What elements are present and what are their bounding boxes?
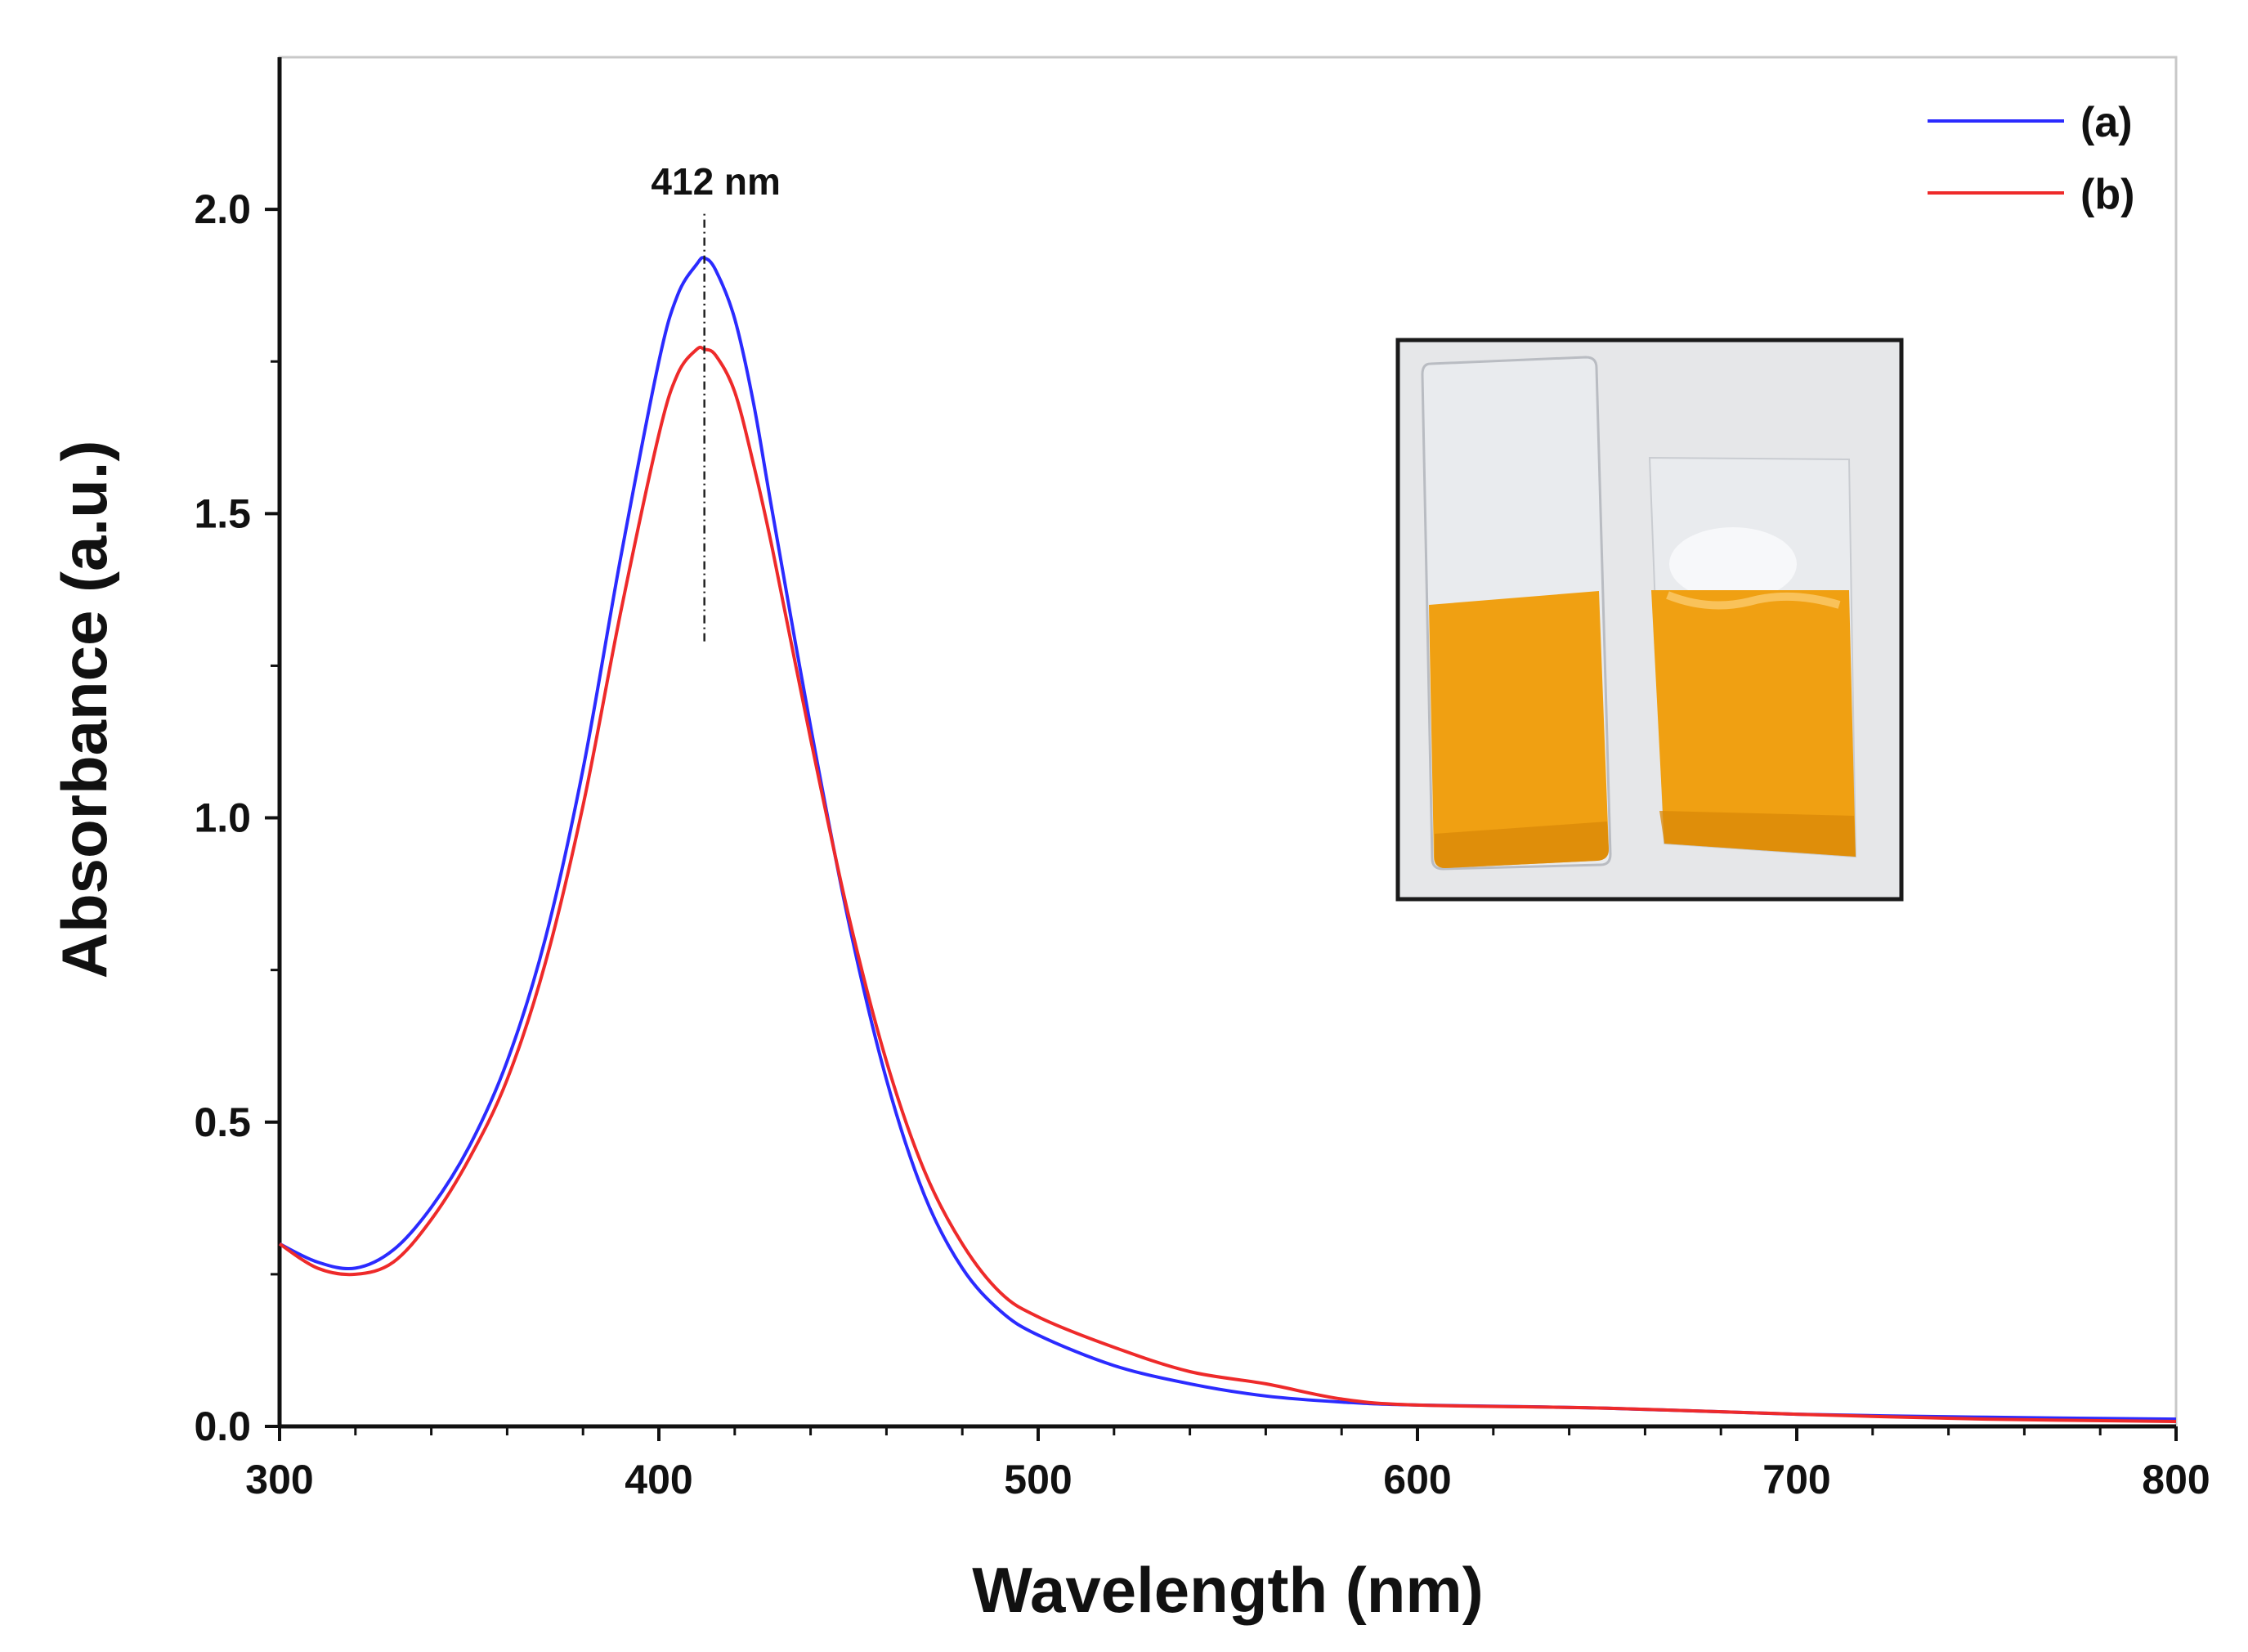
legend: (a) (b) [1928, 99, 2134, 218]
x-axis-title: Wavelength (nm) [972, 1554, 1483, 1626]
right-slide-film [1651, 590, 1856, 857]
x-tick-label: 300 [245, 1457, 313, 1502]
y-tick-label: 0.0 [194, 1404, 251, 1449]
peak-label: 412 nm [651, 160, 781, 203]
left-slide-film-edge [1435, 822, 1609, 868]
y-axis-title: Absorbance (a.u.) [48, 441, 120, 979]
y-tick-label: 1.0 [194, 795, 251, 841]
right-slide-film-edge [1659, 811, 1856, 857]
x-tick-label: 500 [1004, 1457, 1072, 1502]
x-ticks: 300 400 500 600 700 800 [245, 1426, 2210, 1502]
series-group [278, 256, 2177, 1423]
left-slide-film [1429, 591, 1609, 868]
y-tick-label: 1.5 [194, 490, 251, 536]
peak-annotation: 412 nm [651, 160, 781, 642]
legend-label-a: (a) [2080, 99, 2133, 146]
inset-frame [1395, 338, 1904, 902]
x-tick-label: 600 [1383, 1457, 1451, 1502]
x-tick-label: 400 [625, 1457, 692, 1502]
x-tick-label: 700 [1762, 1457, 1830, 1502]
inset-photo [1395, 338, 1904, 902]
y-tick-label: 0.5 [194, 1099, 251, 1145]
y-tick-label: 2.0 [194, 186, 251, 232]
legend-label-b: (b) [2080, 171, 2134, 218]
series-line-b [278, 345, 2177, 1423]
x-tick-label: 800 [2142, 1457, 2210, 1502]
y-ticks: 0.0 0.5 1.0 1.5 2.0 [194, 186, 280, 1449]
right-slide-glare [1669, 527, 1797, 601]
right-film-highlight [1666, 591, 1841, 610]
